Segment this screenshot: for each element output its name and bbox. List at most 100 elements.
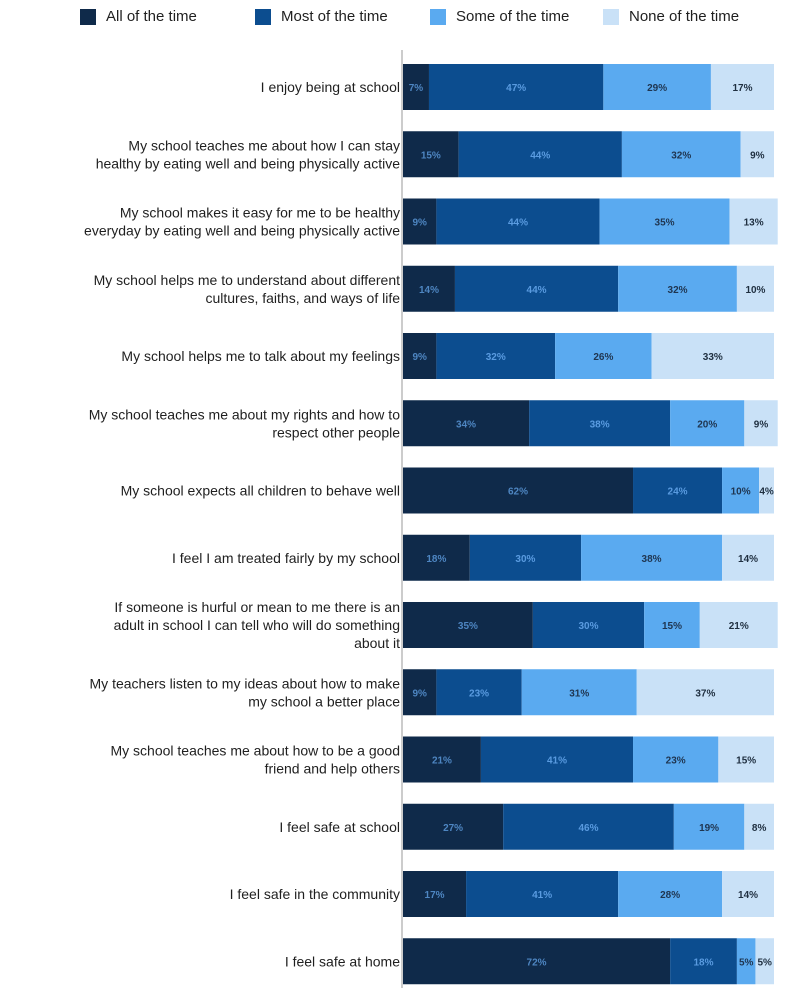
legend-item-all-of-the-time: All of the time: [80, 8, 197, 25]
bar-segment: [469, 534, 582, 581]
data-label: 24%: [668, 487, 688, 498]
data-label: 31%: [569, 688, 589, 699]
data-label: 38%: [642, 554, 662, 565]
data-label: 9%: [412, 688, 427, 699]
category-label: My school teaches me about my rights and…: [89, 406, 400, 422]
bar-segment: [436, 669, 522, 716]
bar-segment: [673, 803, 745, 850]
data-label: 62%: [508, 487, 528, 498]
category-label: My school helps me to understand about d…: [94, 272, 400, 288]
data-label: 72%: [527, 957, 547, 968]
bar-segment: [458, 131, 622, 178]
data-label: 15%: [736, 756, 756, 767]
bar-segment: [403, 602, 533, 648]
data-label: 44%: [527, 285, 547, 296]
data-label: 32%: [486, 352, 506, 363]
data-label: 5%: [757, 957, 772, 968]
bar-segment: [618, 265, 737, 312]
legend-swatch: [603, 8, 619, 25]
data-label: 35%: [458, 621, 478, 632]
bar-segment: [718, 736, 774, 783]
bar-segment: [699, 602, 778, 648]
data-label: 41%: [547, 756, 567, 767]
bar-segment: [744, 803, 774, 850]
category-label: about it: [354, 635, 400, 651]
data-label: 17%: [425, 890, 445, 901]
bar-segment: [710, 64, 774, 110]
bar-segment: [633, 736, 719, 783]
data-label: 9%: [412, 218, 427, 229]
category-label: I enjoy being at school: [261, 79, 400, 95]
bar-segment: [503, 803, 674, 850]
bar-segment: [633, 467, 723, 514]
data-label: 23%: [666, 756, 686, 767]
data-label: 5%: [739, 957, 754, 968]
data-label: 9%: [750, 150, 765, 161]
category-label: respect other people: [272, 424, 400, 440]
data-label: 18%: [694, 957, 714, 968]
bar-segment: [722, 871, 774, 917]
bar-segment: [403, 333, 437, 379]
data-label: 21%: [729, 621, 749, 632]
bar-segment: [722, 467, 760, 514]
data-label: 8%: [752, 823, 767, 834]
bar-segment: [403, 871, 467, 917]
bar-segment: [529, 400, 671, 447]
bar-segment: [651, 333, 774, 379]
bar-segment: [403, 400, 530, 447]
bar-segment: [603, 64, 711, 110]
bar-segment: [403, 803, 504, 850]
bar-segment: [466, 871, 619, 917]
bar-segment: [740, 131, 774, 178]
data-label: 18%: [426, 554, 446, 565]
data-label: 38%: [590, 419, 610, 430]
data-label: 30%: [515, 554, 535, 565]
bar-segment: [670, 938, 737, 985]
bar-segment: [644, 602, 700, 648]
bar-segment: [403, 467, 634, 514]
data-label: 28%: [660, 890, 680, 901]
data-label: 26%: [593, 352, 613, 363]
data-label: 47%: [506, 83, 526, 94]
data-label: 44%: [530, 150, 550, 161]
data-label: 20%: [697, 419, 717, 430]
bar-segment: [555, 333, 652, 379]
bar-segment: [621, 131, 741, 178]
bar-segment: [736, 938, 756, 985]
bar-segment: [428, 64, 604, 110]
category-label: My school teaches me about how I can sta…: [128, 137, 400, 153]
category-label: my school a better place: [248, 693, 400, 709]
bar-segment: [636, 669, 774, 716]
bar-segment: [722, 534, 774, 581]
data-label: 9%: [754, 419, 769, 430]
bar-segment: [480, 736, 634, 783]
data-label: 14%: [738, 554, 758, 565]
category-label: friend and help others: [265, 761, 400, 777]
data-label: 14%: [419, 285, 439, 296]
data-label: 46%: [578, 823, 598, 834]
legend-label: None of the time: [629, 8, 740, 25]
data-label: 44%: [508, 218, 528, 229]
bar-segment: [436, 198, 600, 245]
data-label: 10%: [731, 487, 751, 498]
bar-segment: [403, 64, 429, 110]
bar-segment: [403, 265, 455, 312]
data-label: 17%: [732, 83, 752, 94]
bar-segment: [599, 198, 730, 245]
category-label: If someone is hurful or mean to me there…: [114, 599, 400, 615]
data-label: 41%: [532, 890, 552, 901]
data-label: 34%: [456, 419, 476, 430]
category-label: My teachers listen to my ideas about how…: [90, 675, 401, 691]
data-label: 27%: [443, 823, 463, 834]
bar-segment: [436, 333, 556, 379]
legend-swatch: [430, 8, 446, 25]
category-label: My school helps me to talk about my feel…: [121, 348, 400, 364]
data-label: 9%: [412, 352, 427, 363]
legend-swatch: [80, 8, 96, 25]
bar-segment: [403, 736, 481, 783]
category-label: everyday by eating well and being physic…: [84, 223, 400, 239]
bar-segment: [670, 400, 745, 447]
category-label: I feel safe in the community: [230, 886, 400, 902]
data-label: 13%: [744, 218, 764, 229]
